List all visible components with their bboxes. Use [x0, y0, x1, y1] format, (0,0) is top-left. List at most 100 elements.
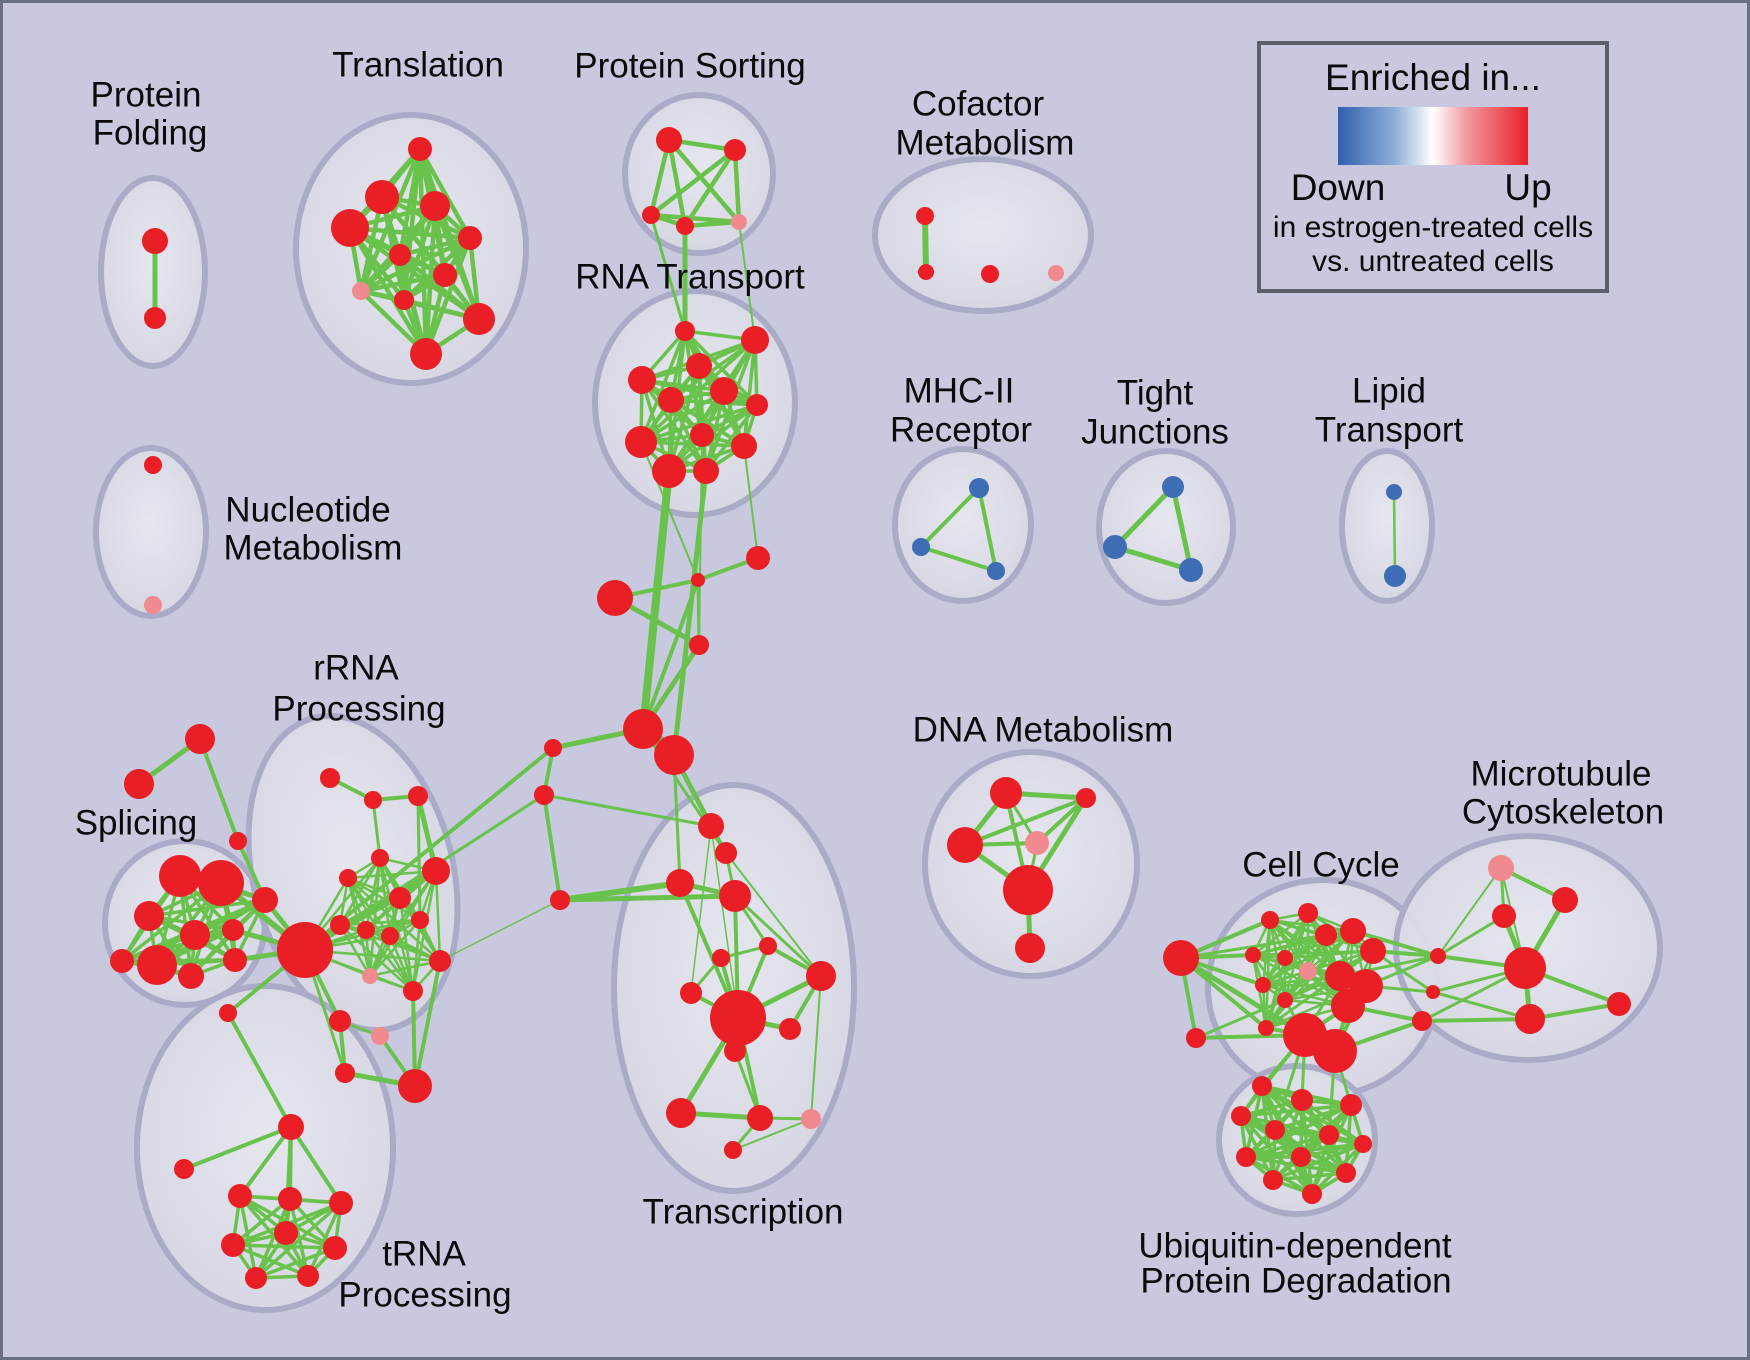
- node-tr5: [759, 937, 777, 955]
- legend-up-label: Up: [1504, 167, 1552, 208]
- cluster-ellipse-tight-junctions: [1096, 448, 1236, 606]
- cluster-ellipse-cofactor-metabolism: [872, 156, 1094, 314]
- node-cc16: [1258, 1020, 1274, 1036]
- edge-u7-u9: [1299, 1142, 1365, 1159]
- edge-rr9-rr14: [364, 928, 415, 993]
- edge-tnH-tn3: [289, 1125, 343, 1205]
- node-cc13: [1325, 961, 1355, 991]
- edge-cc3-cc6: [1268, 918, 1355, 933]
- edge-tn4-tn6: [231, 1243, 337, 1250]
- edge-ps5-rt2: [738, 221, 756, 341]
- node-rt2: [741, 326, 769, 354]
- node-rr13: [429, 950, 451, 972]
- node-d3: [947, 827, 983, 863]
- edge-u3-u4: [1239, 1103, 1353, 1118]
- edge-cn1-mt1: [1437, 867, 1502, 957]
- node-tj3: [1179, 558, 1203, 582]
- edge-rt1-rt9: [639, 329, 687, 444]
- cluster-label-ubiquitin-degradation-line1: Protein Degradation: [1140, 1262, 1451, 1301]
- node-rt11: [652, 454, 686, 488]
- node-cc1: [1163, 940, 1199, 976]
- node-cc7: [1360, 938, 1386, 964]
- node-mt1: [1488, 855, 1514, 881]
- node-cf2: [918, 264, 934, 280]
- node-u6: [1319, 1125, 1339, 1145]
- node-d5: [1003, 865, 1053, 915]
- node-tr11: [666, 1098, 696, 1128]
- node-rr11: [411, 911, 429, 929]
- edge-c7-tr1: [542, 793, 713, 828]
- cluster-label-lipid-transport-line0: Lipid: [1352, 372, 1426, 411]
- legend-caption-line1: in estrogen-treated cells: [1272, 211, 1594, 244]
- edge-cn1-mt3: [1436, 914, 1506, 958]
- cluster-label-nucleotide-metabolism-line0: Nucleotide: [225, 491, 390, 530]
- cluster-label-protein-folding-line1: Folding: [93, 114, 208, 153]
- node-cc2: [1186, 1028, 1206, 1048]
- node-s9: [252, 887, 278, 913]
- edge-cc7-cc9: [1283, 949, 1375, 960]
- node-c7: [534, 785, 554, 805]
- cluster-label-mhc-ii-receptor-line1: Receptor: [890, 411, 1032, 450]
- node-s7: [178, 963, 204, 989]
- cluster-label-protein-folding-line0: Protein: [91, 76, 202, 115]
- edge-cn3-mt5: [1420, 1017, 1532, 1023]
- node-rr17: [398, 1069, 432, 1103]
- node-t2: [365, 180, 399, 214]
- node-lp2: [1384, 565, 1406, 587]
- node-pf1: [142, 228, 168, 254]
- node-c4b: [654, 735, 694, 775]
- node-rr8: [330, 915, 350, 935]
- node-u2: [1291, 1089, 1313, 1111]
- cluster-label-trna-processing-line0: tRNA: [382, 1235, 466, 1274]
- edge-ps2-ps3: [648, 147, 738, 218]
- node-u12: [1302, 1184, 1322, 1204]
- node-tnH: [278, 1114, 304, 1140]
- cluster-label-rrna-processing-line1: Processing: [272, 690, 445, 729]
- node-rr12: [362, 968, 378, 984]
- node-s5: [222, 919, 244, 941]
- cluster-label-splicing-line0: Splicing: [75, 804, 198, 843]
- cluster-label-rna-transport-line0: RNA Transport: [575, 258, 805, 297]
- node-d1: [990, 777, 1022, 809]
- node-rt9: [625, 426, 657, 458]
- cluster-label-transcription-line0: Transcription: [643, 1193, 844, 1232]
- node-c9: [550, 890, 570, 910]
- node-cc3: [1261, 911, 1279, 929]
- node-ps5: [731, 214, 747, 230]
- node-rt10: [731, 433, 757, 459]
- node-nm1: [144, 456, 162, 474]
- node-s1: [159, 855, 201, 897]
- node-mt6: [1607, 992, 1631, 1016]
- cluster-label-lipid-transport-line1: Transport: [1315, 411, 1464, 450]
- edge-tn3-tn7: [254, 1201, 343, 1280]
- edge-t6-t10: [397, 252, 482, 322]
- node-t9: [394, 290, 414, 310]
- edge-c1-c5: [696, 578, 701, 647]
- node-c5: [689, 635, 709, 655]
- edge-rt4-rt12: [640, 378, 708, 473]
- node-cc10: [1299, 962, 1317, 980]
- node-u11: [1263, 1170, 1283, 1190]
- edge-c1-c4a: [641, 578, 700, 731]
- cluster-label-cofactor-metabolism-line0: Cofactor: [912, 85, 1045, 124]
- node-cn1: [1430, 948, 1446, 964]
- node-cc6: [1340, 918, 1366, 944]
- edge-t4-t5: [347, 225, 473, 241]
- node-mh2: [912, 538, 930, 556]
- node-s6: [137, 945, 177, 985]
- edge-rn1-tnH: [226, 1011, 293, 1129]
- node-c3: [597, 580, 633, 616]
- node-pf2: [144, 307, 166, 329]
- edge-tn1-tn7: [238, 1194, 258, 1280]
- node-u1: [1252, 1076, 1272, 1096]
- node-tn5: [274, 1221, 298, 1245]
- cluster-label-protein-sorting-line0: Protein Sorting: [574, 47, 806, 86]
- edge-rr6-rr13: [434, 869, 442, 963]
- node-mh3: [987, 562, 1005, 580]
- node-tn0: [174, 1159, 194, 1179]
- edge-t5-t6: [397, 235, 473, 258]
- node-u10: [1336, 1163, 1356, 1183]
- node-rt4: [628, 366, 656, 394]
- edge-rt2-rt10: [742, 338, 757, 448]
- cluster-ellipse-lipid-transport: [1339, 448, 1435, 604]
